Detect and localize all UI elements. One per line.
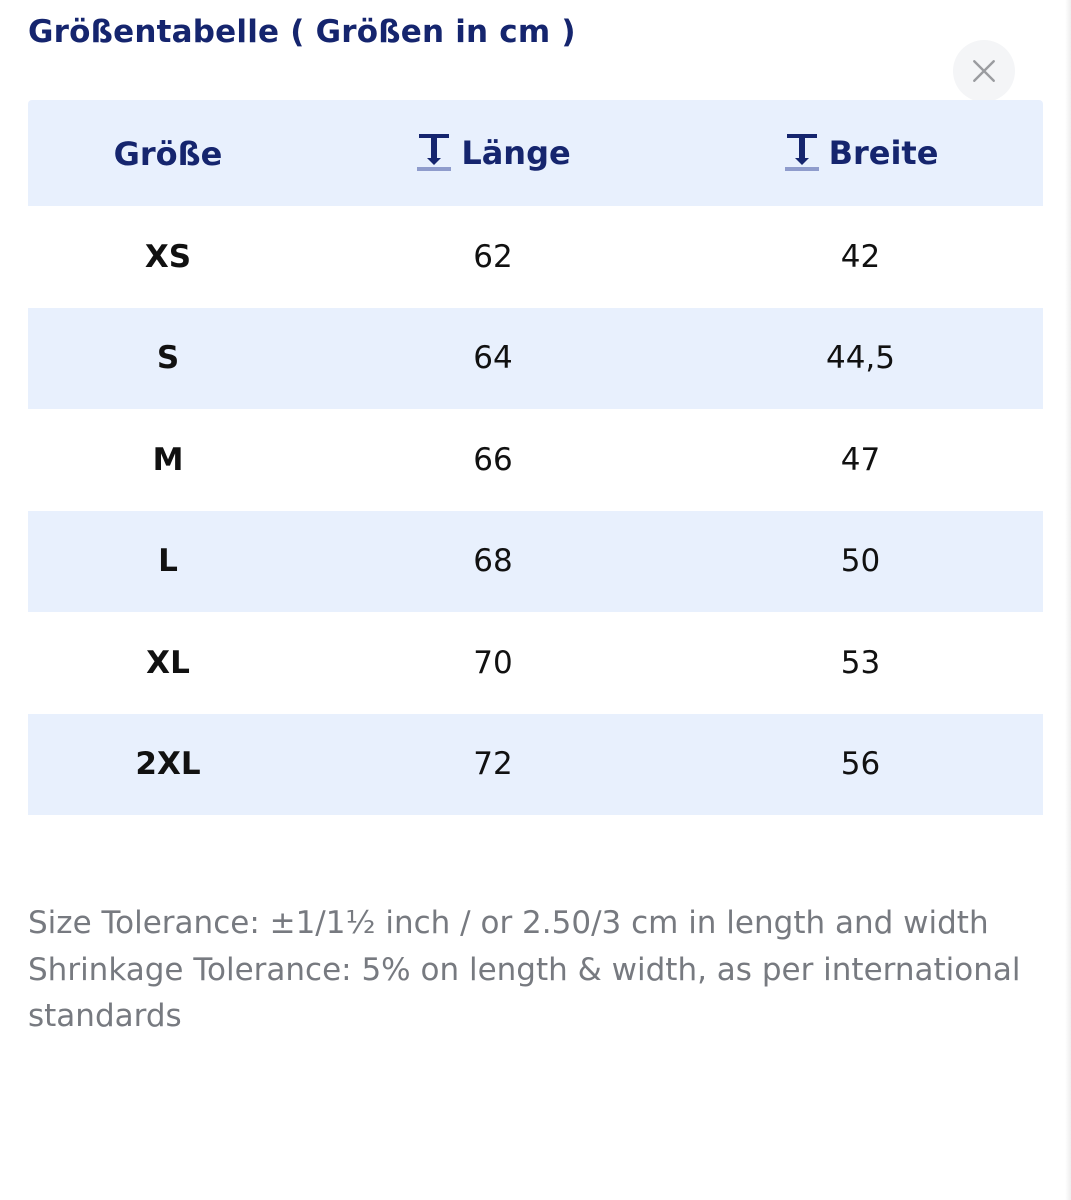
header-length-label: Länge [461,134,571,172]
size-table: Größe Länge Breite XS 62 42 S [28,100,1043,815]
vertical-measure-icon [784,134,819,171]
modal-title: Größentabelle ( Größen in cm ) [28,14,576,50]
length-cell: 72 [473,746,513,783]
modal-edge-shadow [1065,0,1071,1200]
table-row: L 68 50 [28,510,1043,612]
table-row: XS 62 42 [28,206,1043,308]
header-size: Größe [28,133,308,173]
length-cell: 70 [473,644,513,681]
close-icon [973,60,995,82]
size-tolerance-text: Size Tolerance: ±1/1½ inch / or 2.50/3 c… [28,905,989,941]
width-cell: 42 [840,238,881,275]
tolerance-notes: Size Tolerance: ±1/1½ inch / or 2.50/3 c… [28,900,1028,1040]
header-width-label: Breite [828,134,939,172]
table-row: S 64 44,5 [28,307,1043,409]
table-row: 2XL 72 56 [28,713,1043,815]
shrinkage-tolerance-text: Shrinkage Tolerance: 5% on length & widt… [28,951,1021,1035]
header-size-label: Größe [113,135,223,173]
header-width: Breite [678,132,1043,174]
width-cell: 56 [840,746,881,783]
table-row: XL 70 53 [28,612,1043,714]
width-cell: 50 [840,543,881,580]
size-cell: S [156,340,180,377]
length-cell: 66 [473,441,513,478]
size-cell: XS [144,238,192,275]
length-cell: 64 [473,340,513,377]
header-length: Länge [308,132,678,174]
size-cell: M [152,441,184,478]
size-cell: L [158,543,178,580]
vertical-measure-icon [417,134,452,171]
width-cell: 44,5 [825,340,896,377]
width-cell: 47 [840,441,881,478]
size-cell: XL [146,644,190,681]
size-cell: 2XL [135,746,201,783]
close-button[interactable] [953,40,1015,102]
length-cell: 68 [473,543,513,580]
width-cell: 53 [840,644,881,681]
table-row: M 66 47 [28,409,1043,511]
length-cell: 62 [473,238,513,275]
table-header-row: Größe Länge Breite [28,100,1043,206]
